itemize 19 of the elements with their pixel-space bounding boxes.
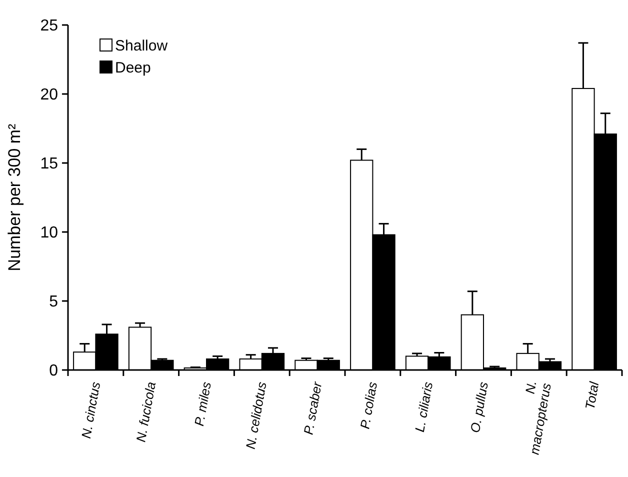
x-tick-label: N. fucicola [133,380,159,444]
y-tick-label: 10 [40,224,58,242]
y-tick-label: 25 [40,18,58,35]
x-tick-label: O. pullus [467,380,492,434]
x-tick-label: P. colias [357,380,380,430]
y-tick-label: 0 [49,362,58,380]
x-tick-label: N. celidotus [242,380,270,450]
x-tick-label: N. macropterus [522,379,554,456]
y-tick-label: 15 [40,156,58,173]
y-tick-label: 20 [40,86,58,104]
x-tick-label: P. scaber [300,380,325,436]
legend-label: Shallow [115,37,168,54]
x-tick-label: P. miles [191,380,214,428]
x-tick-label: Total [582,380,602,411]
x-tick-label: L. ciliaris [412,380,436,434]
y-tick-label: 5 [49,294,58,311]
legend-label: Deep [115,59,151,76]
x-tick-label: N. cinctus [78,380,104,440]
y-axis-title: Number per 300 m² [5,123,24,272]
